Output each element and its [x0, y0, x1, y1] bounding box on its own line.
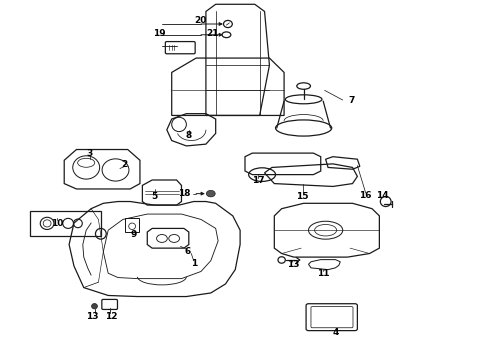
- Text: 11: 11: [317, 269, 329, 278]
- Text: 20: 20: [194, 16, 206, 25]
- Text: 13: 13: [287, 260, 299, 269]
- Text: 3: 3: [87, 149, 93, 158]
- Text: 16: 16: [360, 191, 372, 200]
- Text: 15: 15: [296, 192, 309, 201]
- Text: 21: 21: [206, 29, 219, 38]
- Text: 14: 14: [376, 191, 389, 200]
- Text: 4: 4: [333, 328, 339, 337]
- Text: 8: 8: [186, 131, 192, 140]
- Text: 18: 18: [178, 189, 190, 198]
- Text: 6: 6: [184, 247, 191, 256]
- Text: 2: 2: [122, 160, 128, 169]
- Text: 9: 9: [130, 230, 137, 239]
- Text: 5: 5: [151, 192, 158, 201]
- Ellipse shape: [206, 190, 215, 197]
- Text: 10: 10: [50, 219, 63, 228]
- Text: 17: 17: [252, 176, 265, 185]
- Text: 19: 19: [153, 29, 166, 38]
- Text: 12: 12: [105, 312, 118, 321]
- Text: 7: 7: [348, 95, 355, 104]
- Text: 1: 1: [191, 259, 197, 268]
- Text: 13: 13: [86, 312, 99, 321]
- Ellipse shape: [92, 303, 98, 309]
